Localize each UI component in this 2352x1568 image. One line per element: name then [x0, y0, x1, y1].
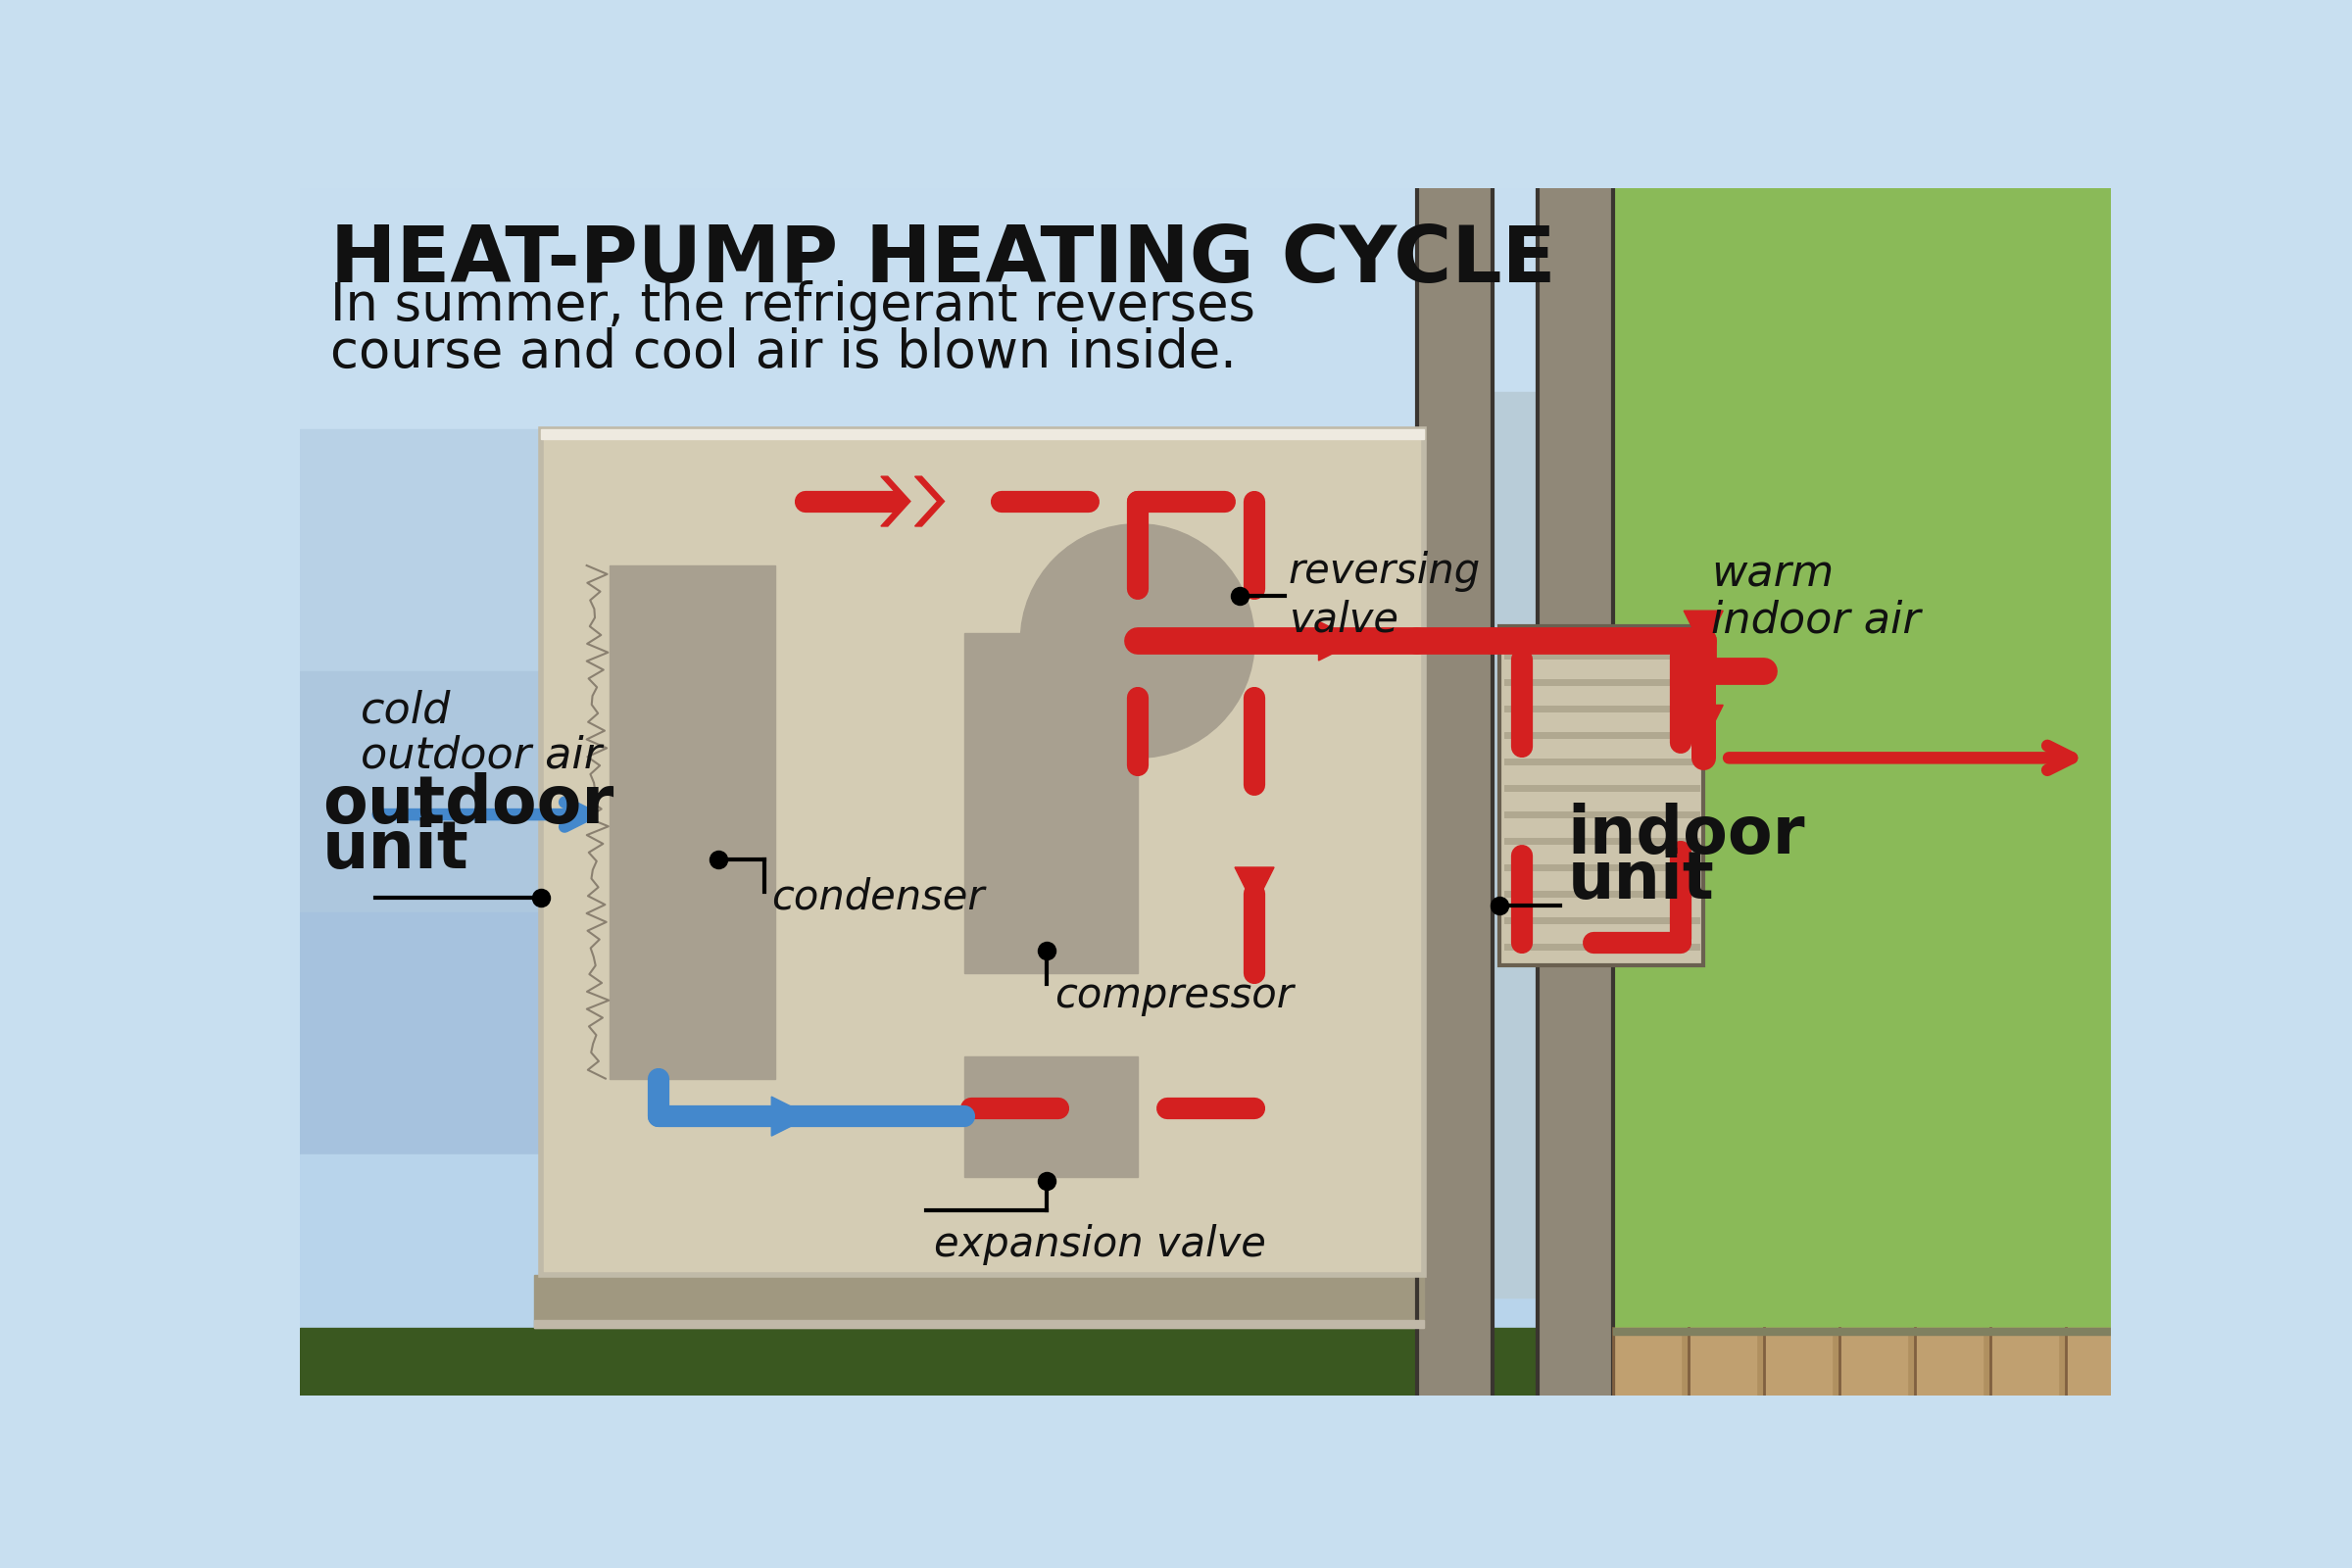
Circle shape: [1021, 524, 1254, 757]
Bar: [964, 633, 1138, 972]
Bar: [1689, 1328, 1757, 1396]
Bar: [541, 430, 1425, 439]
Text: course and cool air is blown inside.: course and cool air is blown inside.: [329, 328, 1237, 378]
Bar: [1416, 392, 1538, 1297]
Polygon shape: [1235, 867, 1275, 906]
Polygon shape: [1684, 706, 1724, 745]
Bar: [1915, 1328, 1983, 1396]
Bar: [1538, 188, 1613, 1396]
Bar: [301, 913, 1538, 1154]
FancyBboxPatch shape: [541, 430, 1425, 1275]
Bar: [301, 671, 1538, 913]
Bar: [1990, 1328, 2058, 1396]
Bar: [1764, 1328, 1832, 1396]
Text: outdoor air: outdoor air: [360, 734, 602, 776]
Bar: [301, 1154, 1538, 1396]
Text: indoor air: indoor air: [1710, 599, 1919, 641]
Bar: [1613, 1328, 1682, 1396]
Bar: [609, 566, 776, 1079]
Bar: [301, 430, 1538, 671]
Bar: [1839, 1328, 1907, 1396]
Polygon shape: [1684, 610, 1724, 651]
Bar: [964, 1055, 1138, 1176]
Text: indoor: indoor: [1569, 803, 1806, 867]
Polygon shape: [882, 477, 910, 527]
Bar: [2065, 1328, 2133, 1396]
Text: HEAT-PUMP HEATING CYCLE: HEAT-PUMP HEATING CYCLE: [329, 223, 1555, 298]
Text: condenser: condenser: [771, 877, 985, 919]
Text: unit: unit: [1569, 848, 1715, 913]
Text: outdoor: outdoor: [322, 773, 614, 837]
Polygon shape: [1319, 621, 1357, 660]
Text: In summer, the refrigerant reverses: In summer, the refrigerant reverses: [329, 281, 1256, 331]
Text: unit: unit: [322, 818, 470, 883]
Bar: [1416, 188, 1491, 1396]
Text: compressor: compressor: [1054, 975, 1294, 1016]
Text: expansion valve: expansion valve: [934, 1225, 1265, 1265]
Bar: [1613, 1328, 2112, 1396]
Text: reversing
valve: reversing valve: [1289, 552, 1482, 640]
Text: warm: warm: [1710, 554, 1835, 596]
Bar: [301, 188, 1538, 430]
Bar: [534, 1320, 1425, 1328]
Polygon shape: [771, 1096, 811, 1135]
Bar: [1613, 188, 2112, 1396]
Text: cold: cold: [360, 690, 452, 731]
Polygon shape: [915, 477, 943, 527]
Bar: [534, 1275, 1425, 1328]
FancyBboxPatch shape: [1501, 626, 1703, 966]
Bar: [1613, 1328, 2112, 1336]
Bar: [301, 1328, 1613, 1396]
